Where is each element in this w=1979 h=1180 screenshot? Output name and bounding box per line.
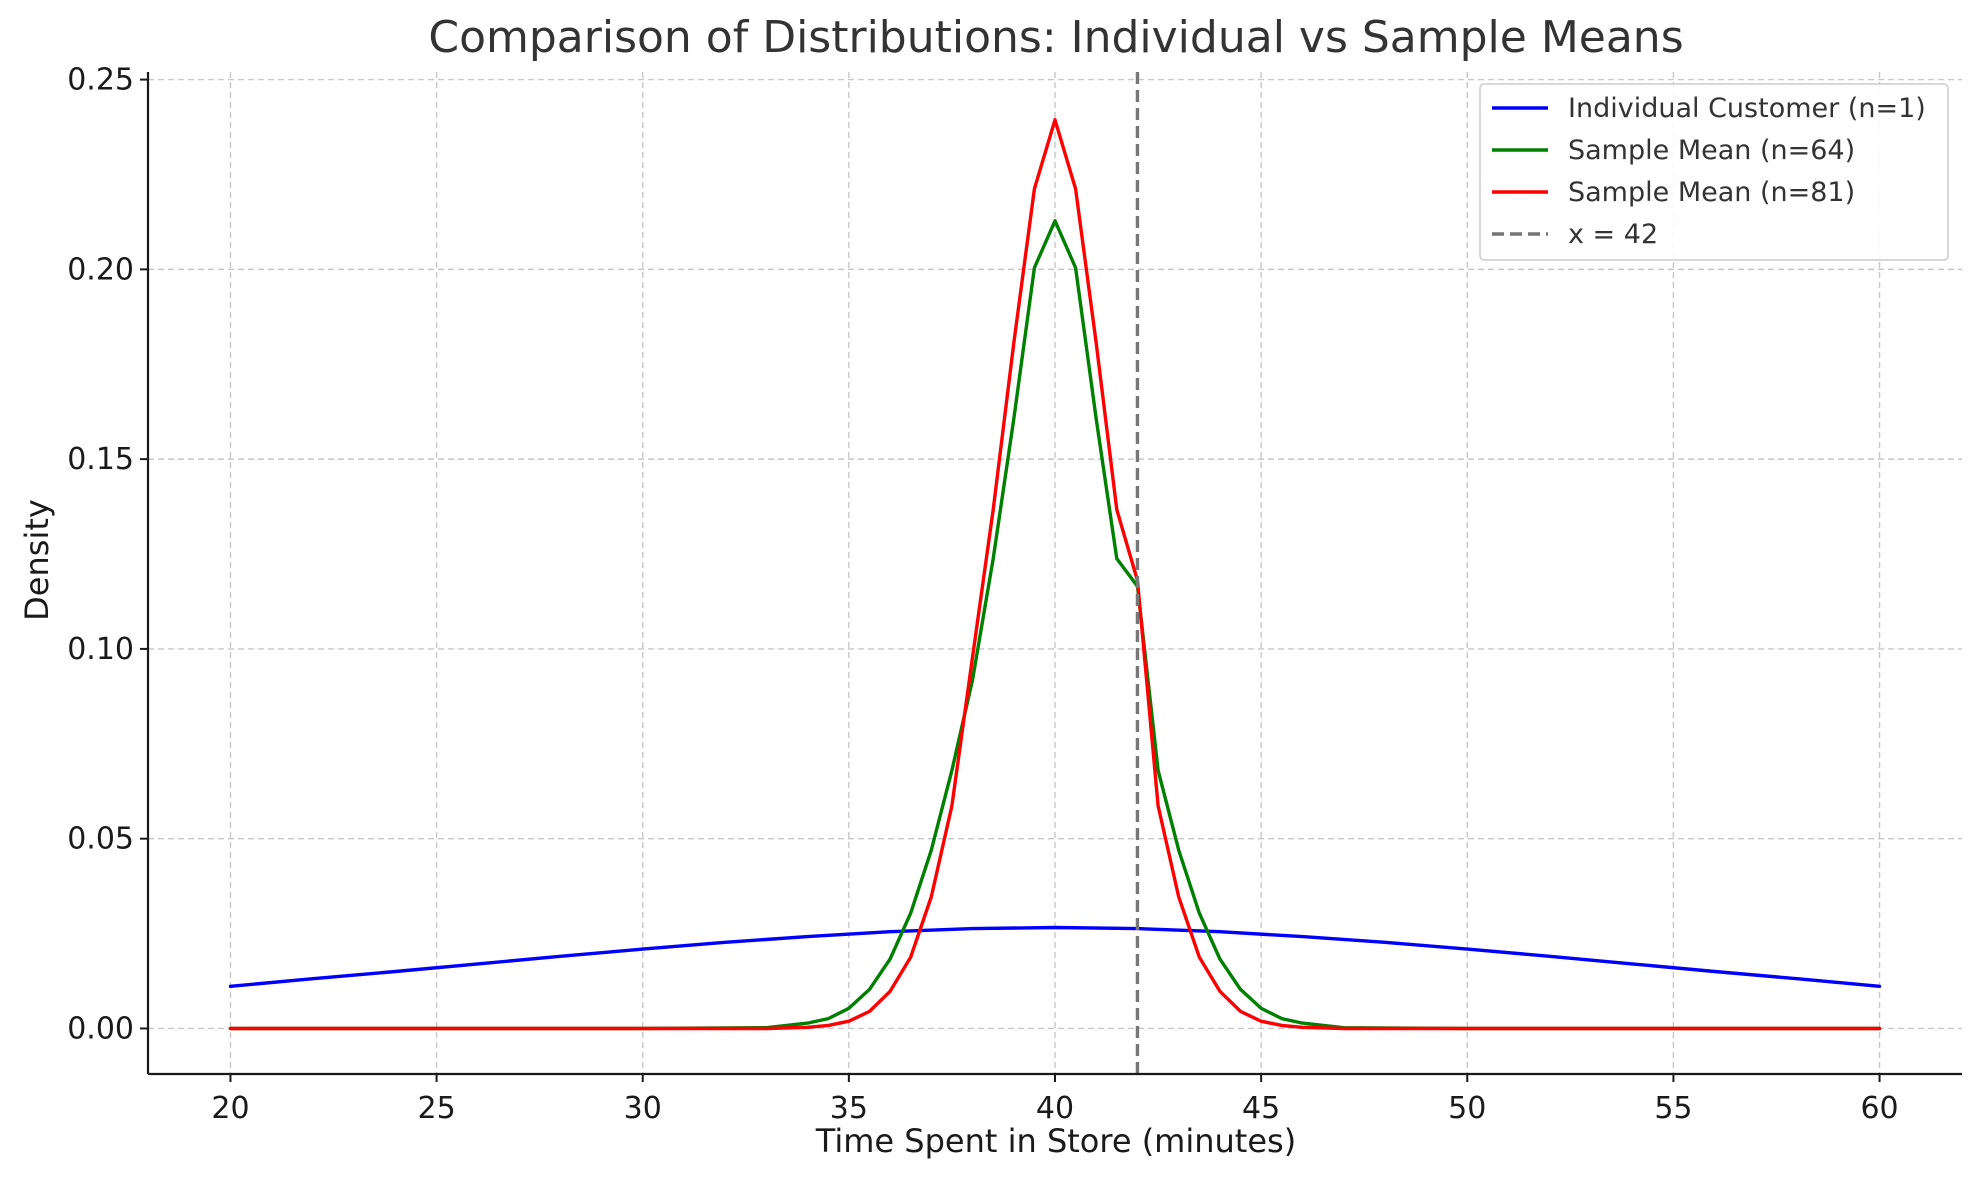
y-axis-label: Density — [18, 499, 56, 621]
legend-label: Individual Customer (n=1) — [1568, 93, 1926, 124]
series-line-2 — [228, 118, 1882, 1031]
tick-labels: 20 25 30 35 40 45 50 55 60 0.00 0.05 0.10 0.15 0.20 0.… — [67, 63, 1898, 1126]
y-tick-label: 0.00 — [67, 1011, 134, 1046]
x-tick-label: 60 — [1860, 1091, 1898, 1126]
legend-entries: Individual Customer (n=1) Sample Mean (n=… — [1492, 93, 1926, 250]
x-tick-label: 25 — [417, 1091, 455, 1126]
x-tick-label: 45 — [1242, 1091, 1280, 1126]
legend-label: x = 42 — [1568, 219, 1658, 250]
y-tick-label: 0.25 — [67, 63, 134, 98]
series-line-0 — [228, 925, 1882, 988]
legend-label: Sample Mean (n=81) — [1568, 177, 1855, 208]
legend: Individual Customer (n=1) Sample Mean (n=… — [1479, 83, 1949, 261]
y-tick-label: 0.05 — [67, 822, 134, 857]
y-tick-label: 0.20 — [67, 252, 134, 287]
legend-box — [1479, 83, 1949, 261]
x-tick-label: 50 — [1448, 1091, 1486, 1126]
series-line-1 — [228, 219, 1882, 1031]
y-tick-label: 0.15 — [67, 442, 134, 477]
x-tick-label: 20 — [211, 1091, 249, 1126]
x-tick-label: 30 — [624, 1091, 662, 1126]
axes — [140, 72, 1962, 1082]
x-tick-label: 55 — [1654, 1091, 1692, 1126]
legend-label: Sample Mean (n=64) — [1568, 135, 1855, 166]
x-axis-label: Time Spent in Store (minutes) — [815, 1122, 1296, 1160]
x-tick-label: 35 — [830, 1091, 868, 1126]
x-tick-label: 40 — [1036, 1091, 1074, 1126]
chart-title: Comparison of Distributions: Individual … — [428, 12, 1683, 63]
y-tick-label: 0.10 — [67, 632, 134, 667]
series-lines — [228, 118, 1882, 1031]
